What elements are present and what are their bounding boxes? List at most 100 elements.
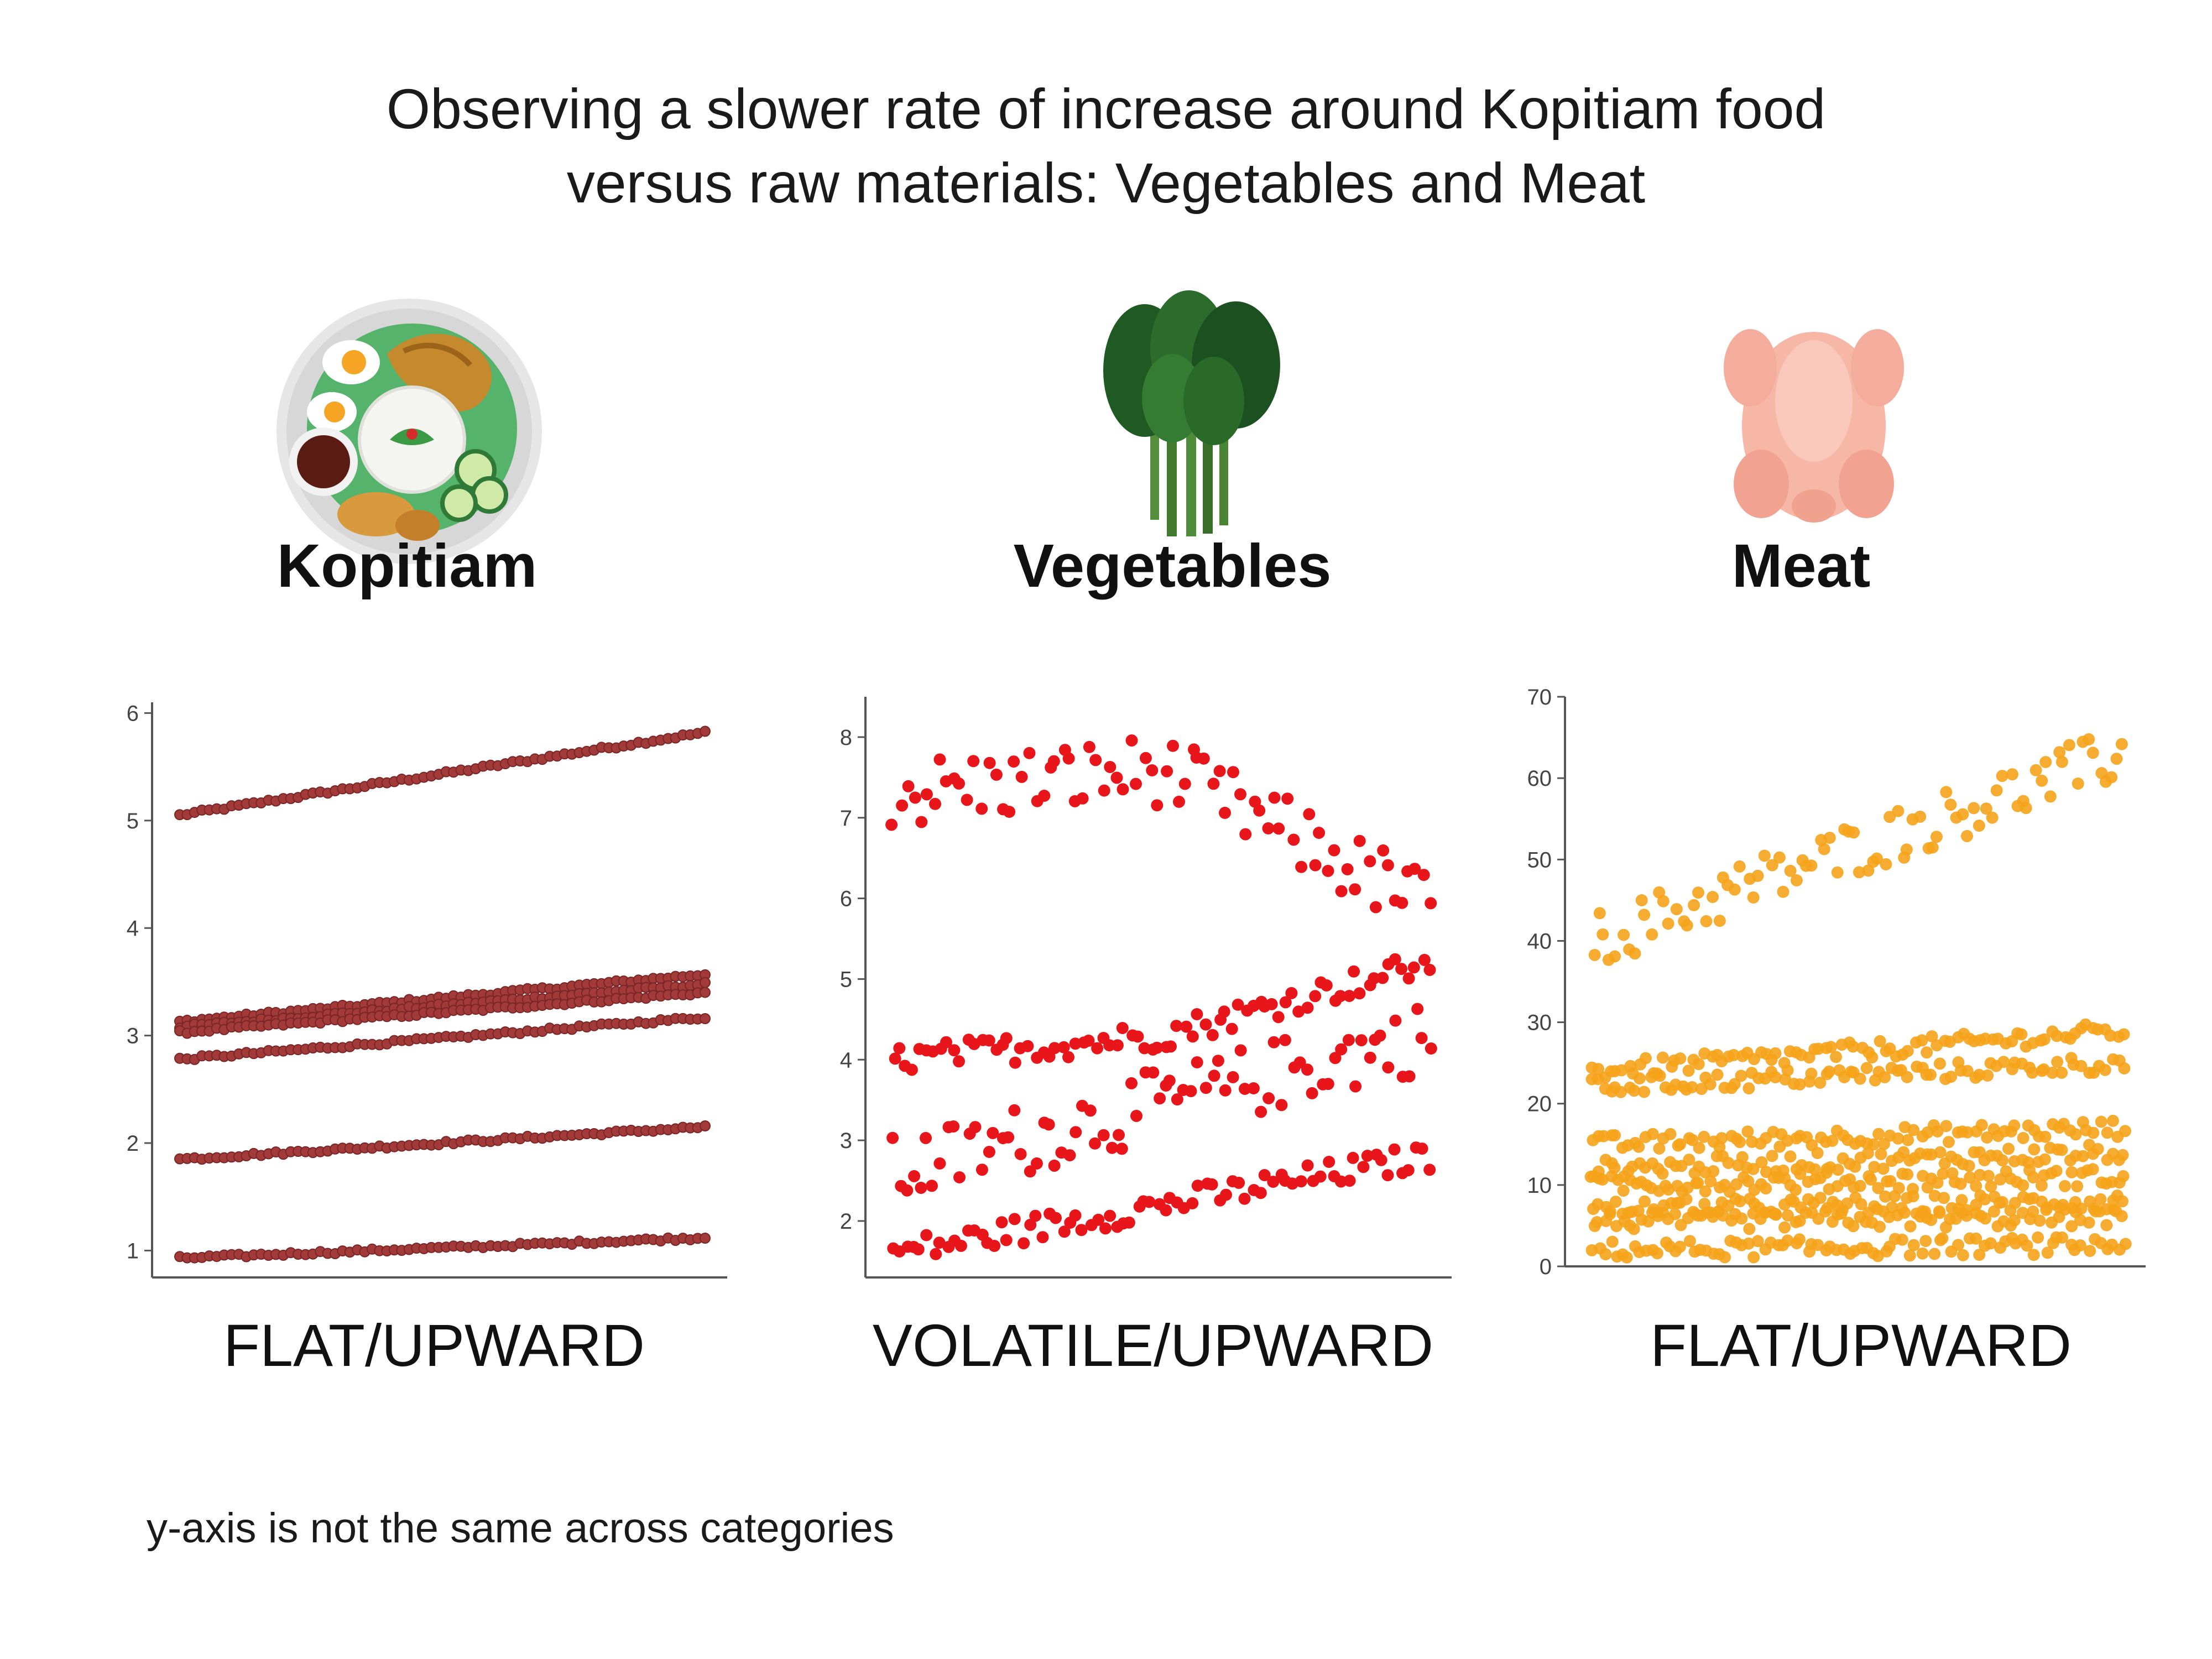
data-point (1928, 1248, 1941, 1260)
data-point (1957, 808, 1969, 821)
y-tick-label: 1 (127, 1239, 139, 1263)
data-point (1322, 1078, 1334, 1091)
data-point (1382, 1061, 1395, 1074)
data-point (1884, 1175, 1897, 1187)
data-point (700, 726, 711, 737)
data-point (1688, 899, 1700, 911)
data-point (1970, 1198, 1983, 1211)
data-point (1823, 832, 1836, 844)
y-tick-label: 40 (1527, 929, 1552, 953)
data-point (1314, 1170, 1327, 1183)
data-point (1063, 1149, 1076, 1162)
data-point (1875, 1147, 1887, 1160)
data-point (1364, 855, 1376, 868)
data-point (1091, 1042, 1104, 1055)
data-point (933, 1157, 946, 1170)
data-point (1970, 1180, 1983, 1192)
data-point (1987, 1205, 2000, 1218)
data-point (1970, 1232, 1983, 1245)
data-point (995, 1216, 1008, 1229)
data-point (902, 780, 915, 792)
data-point (1050, 1212, 1062, 1224)
data-point (1295, 1175, 1307, 1188)
data-point (1396, 896, 1408, 909)
data-point (1089, 754, 1102, 766)
data-point (1258, 1169, 1271, 1181)
data-point (933, 753, 946, 766)
data-point (1657, 895, 1670, 907)
data-point (1611, 1173, 1624, 1186)
data-point (700, 1013, 711, 1024)
data-point (1784, 864, 1797, 877)
data-point (1824, 1041, 1837, 1053)
data-point (1766, 1150, 1778, 1162)
data-point (2106, 1114, 2119, 1127)
data-point (1715, 1132, 1728, 1145)
data-point (700, 1120, 711, 1131)
data-point (1627, 1223, 1640, 1235)
data-point (1961, 1126, 1974, 1139)
data-point (1848, 826, 1860, 839)
data-point (1921, 1046, 1933, 1059)
data-point (1719, 1251, 1731, 1264)
data-point (1417, 869, 1430, 881)
data-point (929, 797, 941, 810)
data-point (2101, 1126, 2114, 1139)
data-point (1227, 766, 1239, 779)
data-point (1781, 1234, 1794, 1247)
data-point (1347, 1151, 1359, 1164)
data-point (2099, 1063, 2111, 1076)
data-point (1854, 1072, 1866, 1085)
data-point (1618, 928, 1630, 941)
data-point (1267, 1176, 1280, 1188)
data-point (1295, 860, 1308, 873)
data-point (1320, 979, 1333, 992)
data-point (1868, 1161, 1881, 1173)
data-point (2118, 1062, 2131, 1074)
data-point (1170, 1020, 1183, 1032)
data-point (1590, 1216, 1603, 1228)
data-point (2056, 1144, 2068, 1156)
data-point (1735, 1070, 1747, 1082)
data-point (1253, 804, 1266, 817)
data-point (1898, 1206, 1911, 1219)
data-point (1629, 947, 1641, 960)
data-point (1933, 1057, 1946, 1070)
data-point (1279, 1034, 1291, 1046)
data-point (1903, 1249, 1916, 1262)
data-point (1265, 998, 1278, 1010)
data-point (1348, 965, 1360, 978)
data-point (1376, 972, 1389, 984)
data-point (1292, 1005, 1305, 1018)
data-point (933, 1237, 946, 1249)
data-point (1646, 1128, 1659, 1140)
data-point (1110, 771, 1123, 784)
trend-label-kopitiam: FLAT/UPWARD (223, 1312, 645, 1379)
data-point (1402, 1164, 1415, 1177)
data-point (1281, 792, 1294, 805)
data-point (1353, 834, 1366, 847)
data-point (1418, 953, 1431, 966)
y-tick-label: 0 (1540, 1255, 1552, 1279)
data-point (1154, 1092, 1166, 1105)
data-point (1990, 784, 2003, 797)
data-point (1423, 963, 1436, 976)
data-point (1973, 1249, 1986, 1261)
data-point (1306, 1087, 1318, 1099)
data-point (1023, 747, 1036, 759)
data-point (1233, 1176, 1245, 1189)
data-point (2038, 1153, 2051, 1166)
data-point (1343, 990, 1355, 1002)
data-point (1818, 843, 1830, 855)
data-point (1997, 1056, 2010, 1068)
data-point (2083, 1216, 2095, 1229)
data-point (1057, 1041, 1070, 1053)
data-point (1186, 1030, 1199, 1043)
data-point (1147, 1066, 1160, 1079)
data-point (1030, 1157, 1043, 1170)
data-point (1693, 1141, 1705, 1154)
data-point (885, 818, 898, 831)
data-point (1867, 1138, 1880, 1151)
y-tick-label: 20 (1527, 1092, 1552, 1117)
data-point (1773, 851, 1786, 864)
